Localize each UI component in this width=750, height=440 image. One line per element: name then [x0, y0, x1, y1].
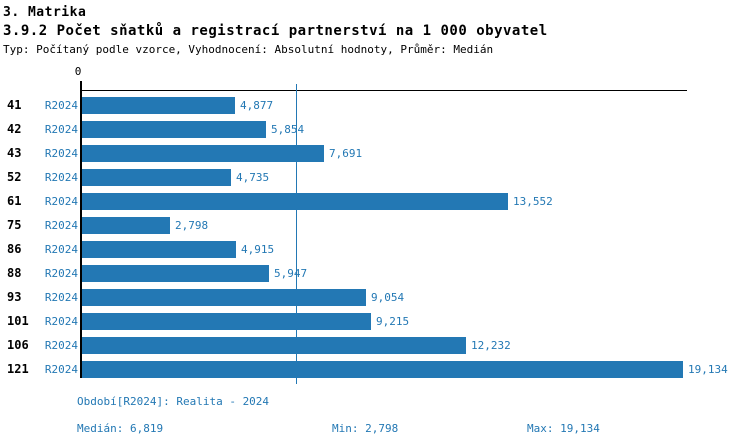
row-series-label: R2024 — [44, 170, 78, 184]
bar — [82, 360, 683, 378]
row-category-label: 121 — [7, 362, 29, 376]
bar-row: 93 R2024 9,054 — [0, 285, 750, 309]
row-series-label: R2024 — [44, 338, 78, 352]
row-category-label: 101 — [7, 314, 29, 328]
bar-row: 42 R2024 5,854 — [0, 117, 750, 141]
y-axis-line — [80, 81, 82, 378]
footer-median: Medián: 6,819 — [77, 422, 164, 435]
chart-subtitle: Typ: Počítaný podle vzorce, Vyhodnocení:… — [3, 43, 494, 56]
section-title: 3. Matrika — [3, 5, 87, 20]
bar-value-label: 2,798 — [175, 218, 209, 232]
bar — [82, 240, 236, 258]
chart-title: 3.9.2 Počet sňatků a registrací partners… — [3, 23, 548, 39]
bar-row: 121 R2024 19,134 — [0, 357, 750, 381]
bar-row: 106 R2024 12,232 — [0, 333, 750, 357]
bar-value-label: 7,691 — [329, 146, 363, 160]
row-category-label: 43 — [7, 146, 22, 160]
row-series-label: R2024 — [44, 314, 78, 328]
bar-value-label: 5,947 — [274, 266, 308, 280]
bar-row: 101 R2024 9,215 — [0, 309, 750, 333]
bar-value-label: 9,215 — [376, 314, 410, 328]
row-category-label: 41 — [7, 98, 22, 112]
bar-value-label: 19,134 — [688, 362, 728, 376]
bar-row: 61 R2024 13,552 — [0, 189, 750, 213]
bar — [82, 336, 466, 354]
bar-value-label: 9,054 — [371, 290, 405, 304]
x-axis-origin-label: 0 — [74, 65, 82, 78]
row-category-label: 93 — [7, 290, 22, 304]
median-line — [296, 84, 297, 384]
row-category-label: 88 — [7, 266, 22, 280]
bar-value-label: 5,854 — [271, 122, 305, 136]
bar — [82, 144, 324, 162]
bar — [82, 168, 231, 186]
row-series-label: R2024 — [44, 98, 78, 112]
row-category-label: 106 — [7, 338, 29, 352]
bar — [82, 192, 508, 210]
bar-row: 41 R2024 4,877 — [0, 93, 750, 117]
row-series-label: R2024 — [44, 194, 78, 208]
row-series-label: R2024 — [44, 266, 78, 280]
bar — [82, 264, 269, 282]
bar-value-label: 4,877 — [240, 98, 274, 112]
bar — [82, 216, 170, 234]
bar-row: 86 R2024 4,915 — [0, 237, 750, 261]
row-category-label: 52 — [7, 170, 22, 184]
bar-row: 75 R2024 2,798 — [0, 213, 750, 237]
row-series-label: R2024 — [44, 242, 78, 256]
footer-min: Min: 2,798 — [332, 422, 399, 435]
bar — [82, 288, 366, 306]
row-series-label: R2024 — [44, 218, 78, 232]
bar — [82, 120, 266, 138]
bar-value-label: 4,735 — [236, 170, 270, 184]
row-category-label: 42 — [7, 122, 22, 136]
bar — [82, 96, 235, 114]
bar-value-label: 12,232 — [471, 338, 511, 352]
bar-value-label: 13,552 — [513, 194, 553, 208]
row-category-label: 75 — [7, 218, 22, 232]
footer-period: Období[R2024]: Realita - 2024 — [77, 395, 270, 408]
row-series-label: R2024 — [44, 362, 78, 376]
bar-row: 52 R2024 4,735 — [0, 165, 750, 189]
bar-row: 43 R2024 7,691 — [0, 141, 750, 165]
row-series-label: R2024 — [44, 122, 78, 136]
footer-max: Max: 19,134 — [527, 422, 600, 435]
row-category-label: 86 — [7, 242, 22, 256]
bar-row: 88 R2024 5,947 — [0, 261, 750, 285]
row-category-label: 61 — [7, 194, 22, 208]
row-series-label: R2024 — [44, 290, 78, 304]
bar — [82, 312, 371, 330]
row-series-label: R2024 — [44, 146, 78, 160]
bar-value-label: 4,915 — [241, 242, 275, 256]
x-axis-line — [82, 90, 687, 91]
